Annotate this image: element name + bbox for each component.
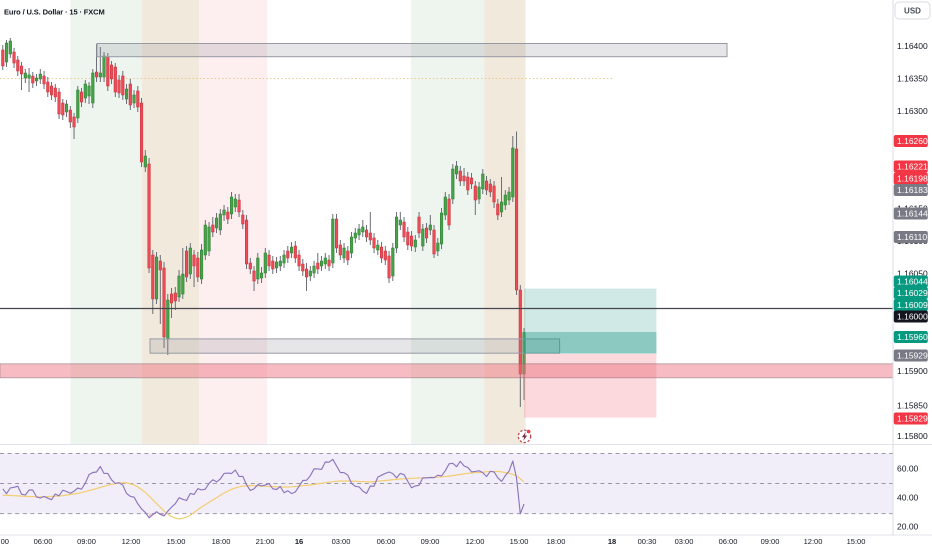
svg-text:06:00: 06:00 — [377, 537, 396, 546]
svg-text:09:00: 09:00 — [761, 537, 780, 546]
svg-text:1.15900: 1.15900 — [897, 366, 928, 376]
svg-text:1.16044: 1.16044 — [897, 277, 928, 287]
svg-text:USD: USD — [904, 7, 921, 16]
svg-text:18:00: 18:00 — [547, 537, 566, 546]
svg-text:1.16110: 1.16110 — [897, 232, 927, 242]
svg-text:18: 18 — [608, 537, 616, 546]
svg-text:1.16400: 1.16400 — [897, 41, 928, 51]
svg-text:1.16000: 1.16000 — [897, 312, 928, 322]
svg-text:20.00: 20.00 — [897, 522, 919, 532]
svg-text::00: :00 — [0, 537, 9, 546]
svg-text:15:00: 15:00 — [510, 537, 529, 546]
svg-text:12:00: 12:00 — [466, 537, 485, 546]
svg-text:09:00: 09:00 — [421, 537, 440, 546]
svg-text:1.16221: 1.16221 — [897, 162, 928, 172]
svg-text:1.15929: 1.15929 — [897, 351, 928, 361]
svg-text:1.15800: 1.15800 — [897, 431, 928, 441]
svg-text:15:00: 15:00 — [847, 537, 866, 546]
svg-text:1.16260: 1.16260 — [897, 136, 928, 146]
svg-text:1.16300: 1.16300 — [897, 106, 928, 116]
svg-text:06:00: 06:00 — [719, 537, 738, 546]
svg-text:1.16009: 1.16009 — [897, 300, 928, 310]
svg-text:06:00: 06:00 — [34, 537, 53, 546]
svg-text:21:00: 21:00 — [256, 537, 275, 546]
svg-text:1.15829: 1.15829 — [897, 414, 928, 424]
svg-text:1.16029: 1.16029 — [897, 288, 928, 298]
svg-text:1.16350: 1.16350 — [897, 74, 928, 84]
svg-text:03:00: 03:00 — [332, 537, 351, 546]
svg-text:03:00: 03:00 — [675, 537, 694, 546]
svg-text:1.16198: 1.16198 — [897, 174, 928, 184]
svg-text:12:00: 12:00 — [804, 537, 823, 546]
svg-text:15:00: 15:00 — [167, 537, 186, 546]
svg-text:40.00: 40.00 — [897, 493, 919, 503]
svg-text:1.16050: 1.16050 — [897, 269, 928, 279]
svg-text:1.15960: 1.15960 — [897, 332, 928, 342]
svg-text:12:00: 12:00 — [122, 537, 141, 546]
svg-text:1.16183: 1.16183 — [897, 185, 928, 195]
svg-text:09:00: 09:00 — [77, 537, 96, 546]
svg-text:60.00: 60.00 — [897, 464, 919, 474]
svg-text:00:30: 00:30 — [638, 537, 657, 546]
svg-text:Euro / U.S. Dollar · 15 · FXCM: Euro / U.S. Dollar · 15 · FXCM — [4, 8, 105, 17]
svg-text:16: 16 — [295, 537, 303, 546]
svg-text:1.15850: 1.15850 — [897, 401, 928, 411]
svg-text:1.16144: 1.16144 — [897, 209, 928, 219]
svg-text:18:00: 18:00 — [212, 537, 231, 546]
